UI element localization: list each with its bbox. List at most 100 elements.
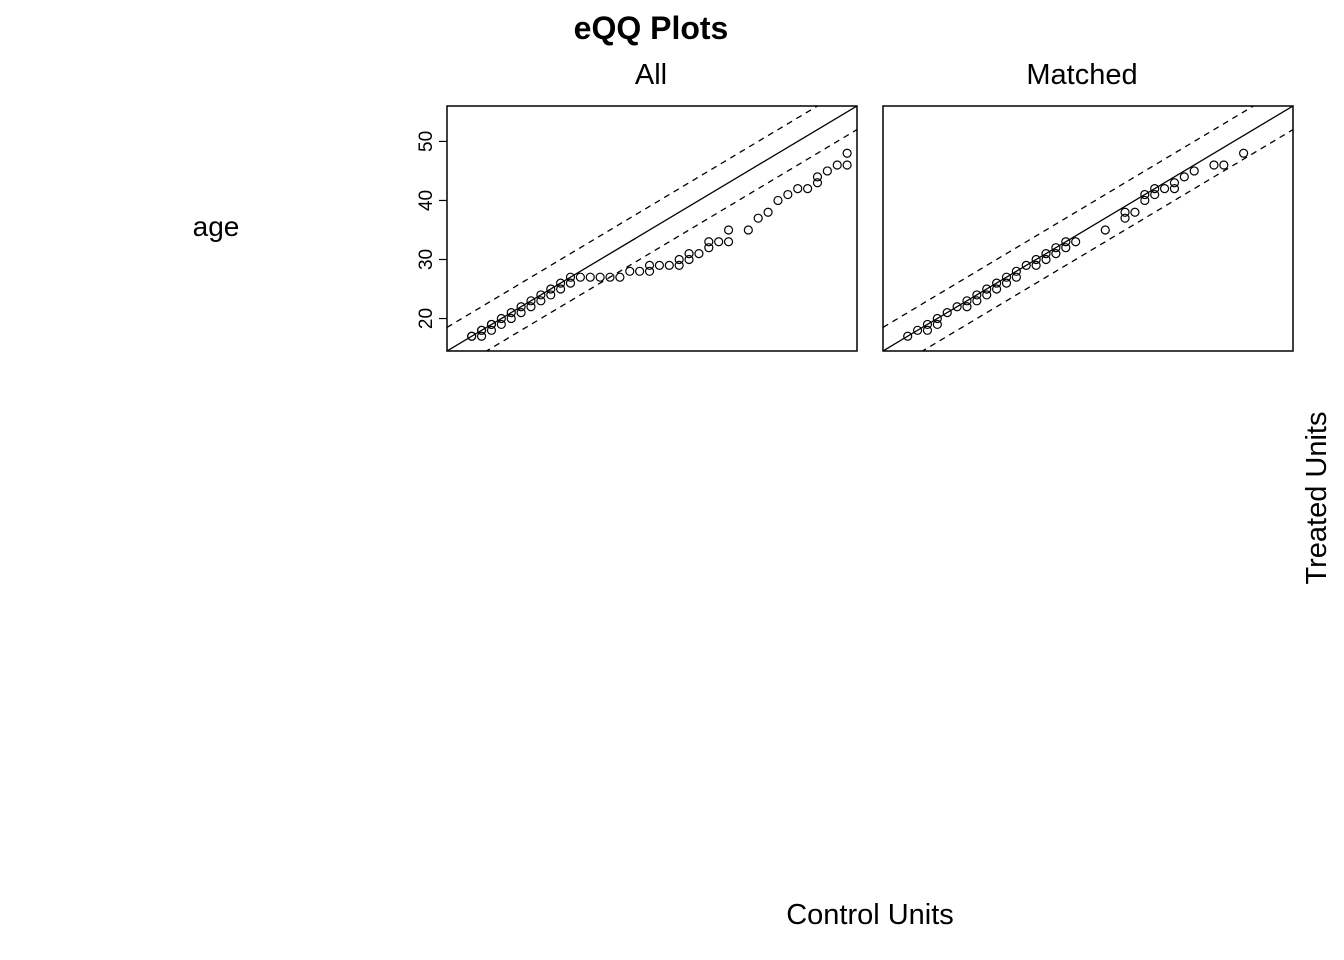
data-points xyxy=(903,148,1249,341)
data-point xyxy=(763,207,773,217)
data-point xyxy=(714,237,724,247)
lower-band-line xyxy=(485,129,857,351)
upper-band-line xyxy=(883,106,1255,328)
y-tick-label: 50 xyxy=(416,131,437,152)
data-point xyxy=(565,272,576,282)
data-point xyxy=(982,284,992,294)
data-point xyxy=(654,260,665,270)
data-point xyxy=(476,325,487,335)
data-point xyxy=(1219,160,1229,170)
data-point xyxy=(1011,272,1021,282)
data-point xyxy=(753,213,763,223)
data-point xyxy=(516,302,526,312)
data-point xyxy=(486,319,497,330)
main-title: eQQ Plots xyxy=(574,10,729,46)
data-point xyxy=(506,308,516,318)
plot-frame xyxy=(882,105,1294,352)
data-point xyxy=(635,266,645,276)
data-point xyxy=(575,272,585,282)
data-points xyxy=(467,148,852,341)
y-tick-label: 40 xyxy=(416,190,437,211)
data-point xyxy=(803,184,813,194)
data-point xyxy=(743,225,753,235)
identity-line xyxy=(447,106,857,351)
data-point xyxy=(932,313,942,324)
data-point xyxy=(962,296,972,306)
upper-band-line xyxy=(447,106,819,328)
data-point xyxy=(922,325,933,335)
data-point xyxy=(536,290,546,300)
data-point xyxy=(903,331,913,341)
panel-matched: Matched xyxy=(882,59,1294,352)
data-point xyxy=(992,284,1002,294)
data-point xyxy=(595,272,605,282)
data-point xyxy=(704,237,714,247)
data-point xyxy=(664,260,674,270)
data-point xyxy=(1169,184,1180,194)
data-point xyxy=(783,189,793,200)
reference-lines xyxy=(883,106,1293,351)
data-point xyxy=(1031,260,1041,270)
data-point xyxy=(1041,254,1051,265)
data-point xyxy=(1001,278,1012,288)
data-point xyxy=(644,260,655,270)
data-point xyxy=(526,302,536,312)
lower-band-line xyxy=(921,129,1293,351)
data-point xyxy=(812,178,823,188)
data-point xyxy=(962,302,972,312)
data-point xyxy=(812,172,823,182)
data-point xyxy=(972,290,982,300)
data-point xyxy=(822,166,832,176)
data-point xyxy=(1120,207,1130,217)
data-point xyxy=(496,313,506,324)
data-point xyxy=(972,296,982,306)
data-point xyxy=(694,248,704,259)
data-point xyxy=(992,278,1002,288)
data-point xyxy=(565,278,576,288)
data-point xyxy=(1130,207,1140,217)
data-point xyxy=(625,266,635,276)
data-point xyxy=(644,266,655,276)
data-point xyxy=(1071,237,1081,247)
data-point xyxy=(842,148,852,158)
panel-title-matched: Matched xyxy=(1026,59,1137,91)
data-point xyxy=(1031,254,1041,265)
y-tick-label: 20 xyxy=(416,308,437,329)
data-point xyxy=(912,325,923,335)
data-point xyxy=(605,272,615,282)
data-point xyxy=(1061,243,1071,253)
data-point xyxy=(1051,248,1061,259)
data-point xyxy=(1189,166,1199,176)
data-point xyxy=(506,313,516,324)
data-point xyxy=(922,319,933,330)
data-point xyxy=(1061,237,1071,247)
data-point xyxy=(1120,213,1130,223)
variable-label: age xyxy=(193,211,240,242)
data-point xyxy=(723,237,734,247)
data-point xyxy=(942,308,952,318)
data-point xyxy=(556,278,566,288)
data-point xyxy=(476,331,487,341)
y-axis-title: Treated Units xyxy=(1301,412,1333,585)
data-point xyxy=(684,254,694,265)
data-point xyxy=(832,160,842,170)
data-point xyxy=(1169,178,1180,188)
data-point xyxy=(1150,189,1160,200)
y-tick-label: 30 xyxy=(416,249,437,270)
data-point xyxy=(1159,184,1170,194)
data-point xyxy=(1011,266,1021,276)
data-point xyxy=(793,184,803,194)
data-point xyxy=(684,248,694,259)
data-point xyxy=(674,254,684,265)
data-point xyxy=(585,272,595,282)
data-point xyxy=(842,160,852,170)
data-point xyxy=(952,302,962,312)
data-point xyxy=(1100,225,1110,235)
data-point xyxy=(1021,260,1031,270)
data-point xyxy=(932,319,942,330)
data-point xyxy=(556,284,566,294)
data-point xyxy=(723,225,734,235)
reference-lines xyxy=(447,106,857,351)
data-point xyxy=(496,319,506,330)
